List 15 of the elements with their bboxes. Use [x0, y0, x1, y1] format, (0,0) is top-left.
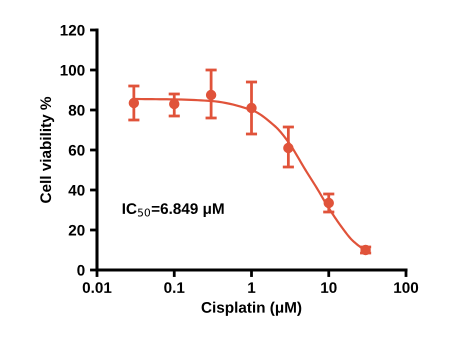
x-tick-label: 10 [321, 282, 337, 294]
y-tick-label: 20 [68, 224, 85, 236]
x-tick-label: 0.1 [164, 282, 184, 294]
x-tick-label: 100 [394, 282, 418, 294]
x-axis-title: Cisplatin (μM) [202, 302, 302, 316]
y-tick-label: 100 [60, 64, 85, 76]
y-tick-label: 0 [77, 264, 85, 276]
y-tick-label: 80 [68, 104, 85, 116]
y-tick-label: 60 [68, 144, 85, 156]
y-tick-label: 40 [68, 184, 85, 196]
x-tick-label: 1 [248, 282, 256, 293]
y-tick-label: 120 [60, 24, 85, 36]
annotation: IC$_{50}$=6.849 μM [122, 203, 224, 217]
y-axis-title: Cell viability % [40, 96, 54, 203]
x-tick-label: 0.01 [82, 282, 112, 294]
